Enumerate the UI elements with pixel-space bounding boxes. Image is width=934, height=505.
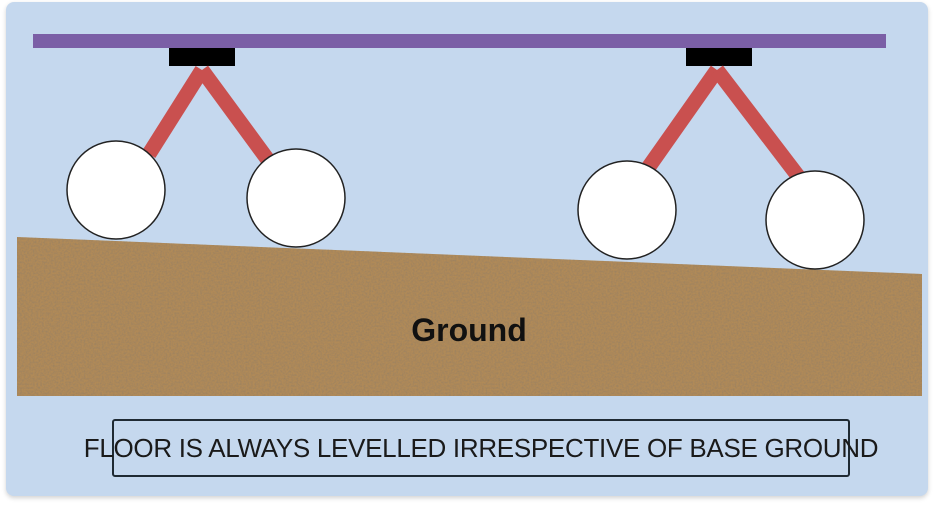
wheel-1	[66, 140, 166, 240]
diagram-panel: Ground FLOOR IS ALWAYS LEVELLED IRRESPEC…	[6, 2, 928, 496]
wheel-2	[246, 148, 346, 248]
left-bogie-leg-left	[142, 65, 209, 159]
right-bogie-leg-right	[711, 65, 807, 185]
floor-beam	[33, 34, 886, 48]
wheel-4	[765, 170, 865, 270]
diagram-canvas: Ground	[17, 34, 922, 396]
left-mount-block	[169, 48, 235, 66]
caption-box: FLOOR IS ALWAYS LEVELLED IRRESPECTIVE OF…	[84, 419, 879, 477]
ground-label: Ground	[411, 312, 527, 348]
right-mount-block	[686, 48, 752, 66]
right-bogie-leg-left	[641, 65, 724, 173]
caption-text: FLOOR IS ALWAYS LEVELLED IRRESPECTIVE OF…	[83, 432, 879, 463]
wheel-3	[577, 160, 677, 260]
ground-slope	[17, 237, 922, 396]
left-bogie-leg-right	[195, 65, 275, 165]
